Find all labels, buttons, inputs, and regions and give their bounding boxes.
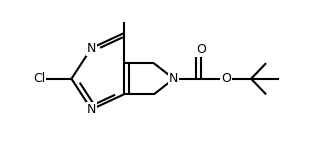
Text: N: N [87,42,96,55]
Text: O: O [196,43,206,56]
Text: Cl: Cl [33,72,45,85]
Text: O: O [221,72,231,85]
Text: N: N [169,72,178,85]
Text: N: N [87,103,96,116]
